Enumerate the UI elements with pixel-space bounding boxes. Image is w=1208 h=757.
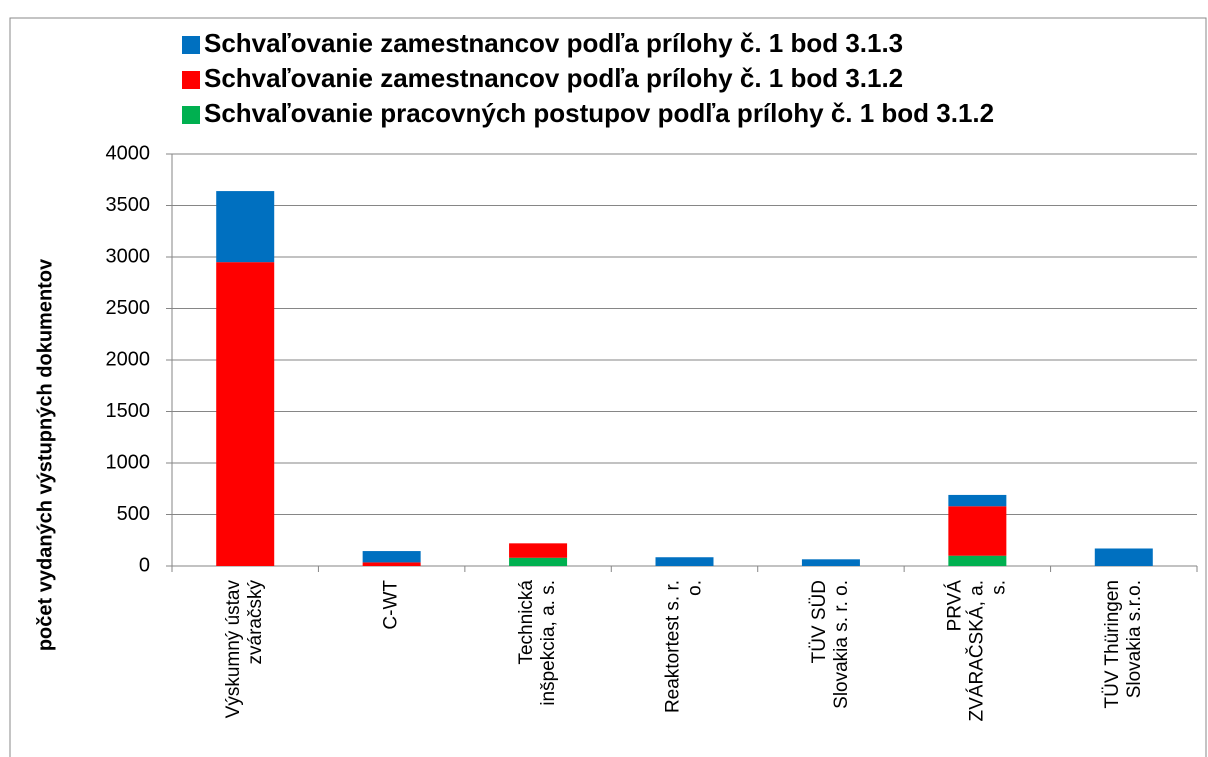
x-tick-label: Technickáinšpekcia, a. s. <box>516 580 559 706</box>
bar-segment <box>948 555 1007 566</box>
x-tick-label-line: PRVÁ <box>944 580 965 632</box>
x-tick-label-line: Slovakia s. r. o. <box>831 580 852 709</box>
x-tick-label-line: o. <box>685 580 706 596</box>
x-tick-label-line: inšpekcia, a. s. <box>538 580 559 706</box>
x-tick-label-line: Slovakia s.r.o. <box>1124 580 1145 698</box>
legend-swatch <box>182 106 200 124</box>
bar-segment <box>655 557 714 566</box>
bar-segment <box>362 551 421 563</box>
x-tick-label-line: Technická <box>516 580 537 665</box>
x-tick-label-line: Reaktortest s. r. <box>663 580 684 713</box>
y-tick-label: 2000 <box>106 348 151 370</box>
x-tick-label: PRVÁZVÁRAČSKÁ, a.s. <box>944 580 1009 722</box>
x-tick-label-line: TÜV Thüringen <box>1102 580 1123 709</box>
legend-label: Schvaľovanie pracovných postupov podľa p… <box>204 98 994 128</box>
y-tick-label: 3000 <box>106 245 151 267</box>
y-tick-label: 4000 <box>106 142 151 164</box>
y-tick-label: 0 <box>139 554 150 576</box>
x-tick-label: Výskumný ústavzváračský <box>223 580 266 719</box>
y-axis-label: počet vydaných výstupných dokumentov <box>34 258 56 651</box>
y-tick-label: 1500 <box>106 400 151 422</box>
x-tick-label-line: TÜV SÜD <box>809 580 830 663</box>
x-tick-label: C-WT <box>381 580 402 630</box>
x-tick-label-line: C-WT <box>381 580 402 630</box>
bar-segment <box>948 506 1007 556</box>
bar-segment <box>216 262 275 566</box>
x-tick-label-line: Výskumný ústav <box>223 580 244 719</box>
bar-segment <box>362 562 421 566</box>
y-tick-label: 3500 <box>106 194 151 216</box>
y-tick-label: 500 <box>117 503 150 525</box>
bar-segment <box>1094 548 1153 566</box>
chart-frame <box>9 17 1207 757</box>
bar-segment <box>216 191 275 263</box>
y-tick-label: 1000 <box>106 451 151 473</box>
x-tick-label-line: s. <box>988 580 1009 595</box>
x-tick-label: Reaktortest s. r.o. <box>663 580 706 713</box>
legend-swatch <box>182 36 200 54</box>
y-tick-label: 2500 <box>106 297 151 319</box>
bar-segment <box>948 494 1007 507</box>
bar-segment <box>509 557 568 566</box>
x-tick-label: TÜV SÜDSlovakia s. r. o. <box>809 580 852 709</box>
legend-label: Schvaľovanie zamestnancov podľa prílohy … <box>204 63 903 93</box>
bar-segment <box>801 559 860 566</box>
bar-segment <box>509 543 568 558</box>
x-tick-label: TÜV ThüringenSlovakia s.r.o. <box>1102 580 1145 709</box>
legend-label: Schvaľovanie zamestnancov podľa prílohy … <box>204 28 903 58</box>
legend-swatch <box>182 71 200 89</box>
x-tick-label-line: ZVÁRAČSKÁ, a. <box>965 580 987 722</box>
x-tick-label-line: zváračský <box>245 580 266 665</box>
